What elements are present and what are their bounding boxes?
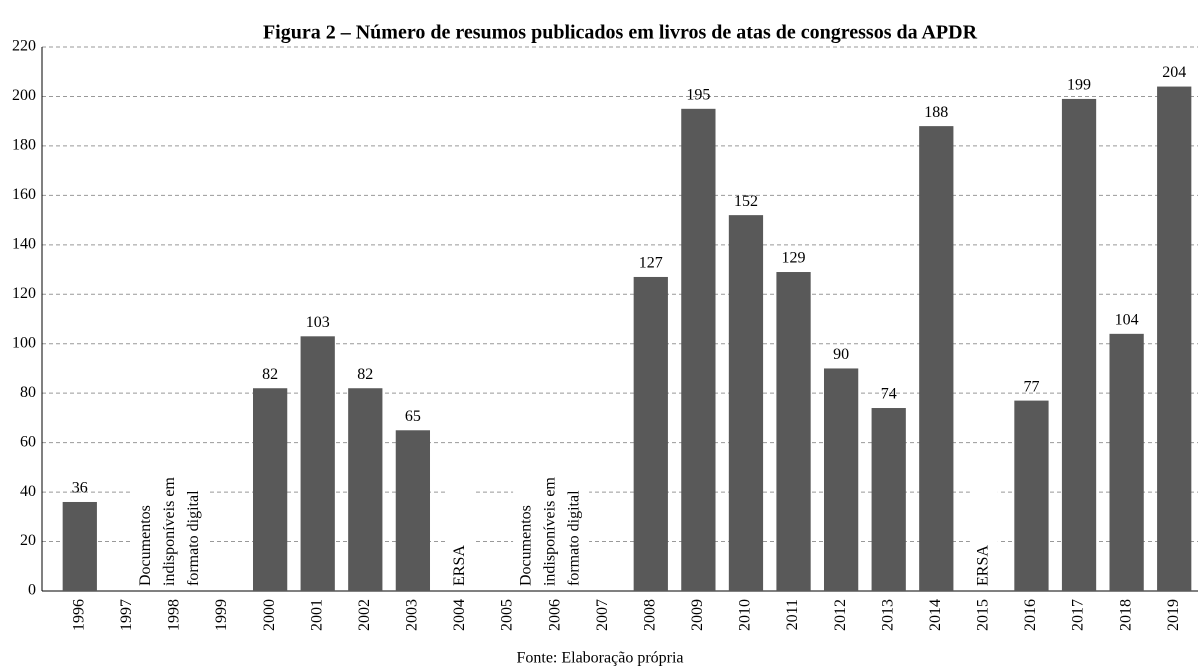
x-tick-label: 2017 bbox=[1070, 599, 1087, 631]
bar bbox=[348, 388, 383, 591]
x-tick-label: 2002 bbox=[356, 599, 373, 631]
annotation-backdrop bbox=[132, 470, 209, 589]
annotation: formato digital bbox=[185, 490, 202, 586]
x-tick-label: 1997 bbox=[118, 599, 135, 631]
x-tick-label: 2016 bbox=[1022, 599, 1039, 631]
x-tick-label: 1996 bbox=[70, 599, 87, 631]
annotation-backdrop bbox=[446, 470, 475, 589]
y-tick-label: 20 bbox=[20, 532, 36, 549]
x-tick-label: 2018 bbox=[1117, 599, 1134, 631]
annotation-backdrop bbox=[969, 470, 998, 589]
x-tick-label: 2008 bbox=[641, 599, 658, 631]
bar bbox=[633, 276, 668, 591]
y-tick-label: 140 bbox=[12, 235, 36, 252]
value-label: 103 bbox=[306, 314, 330, 331]
x-tick-label: 2007 bbox=[594, 599, 611, 631]
x-tick-label: 2014 bbox=[927, 599, 944, 631]
x-tick-label: 2015 bbox=[975, 599, 992, 631]
value-label: 82 bbox=[262, 366, 278, 383]
y-tick-label: 100 bbox=[12, 334, 36, 351]
annotation: ERSA bbox=[975, 545, 992, 586]
x-tick-label: 2019 bbox=[1165, 599, 1182, 631]
x-tick-label: 1999 bbox=[213, 599, 230, 631]
value-label: 82 bbox=[357, 366, 373, 383]
x-tick-label: 2003 bbox=[404, 599, 421, 631]
x-tick-label: 2004 bbox=[451, 599, 468, 631]
x-tick-label: 2012 bbox=[832, 599, 849, 631]
bar bbox=[1109, 333, 1144, 591]
value-label: 199 bbox=[1067, 77, 1091, 94]
chart-title: Figura 2 – Número de resumos publicados … bbox=[263, 22, 978, 44]
bar bbox=[871, 408, 906, 591]
annotation-backdrop bbox=[513, 470, 590, 589]
source: Fonte: Elaboração própria bbox=[516, 650, 683, 667]
annotation: indisponíveis em bbox=[161, 477, 178, 586]
value-label: 152 bbox=[734, 193, 758, 210]
x-tick-label: 2010 bbox=[737, 599, 754, 631]
y-tick-label: 80 bbox=[20, 384, 36, 401]
value-label: 74 bbox=[881, 386, 897, 403]
x-tick-label: 2009 bbox=[689, 599, 706, 631]
annotation: ERSA bbox=[451, 545, 468, 586]
bar bbox=[776, 272, 811, 591]
bar bbox=[823, 368, 859, 591]
annotation: formato digital bbox=[566, 490, 583, 586]
bar bbox=[681, 108, 716, 592]
x-tick-label: 2006 bbox=[546, 599, 563, 631]
bar bbox=[1061, 98, 1097, 591]
value-label: 77 bbox=[1023, 378, 1039, 395]
bar bbox=[919, 126, 954, 592]
x-tick-label: 2000 bbox=[261, 599, 278, 631]
x-tick-label: 2013 bbox=[879, 599, 896, 631]
y-tick-label: 160 bbox=[12, 186, 36, 203]
x-tick-label: 2005 bbox=[499, 599, 516, 631]
value-label: 90 bbox=[833, 346, 849, 363]
y-tick-label: 40 bbox=[20, 483, 36, 500]
value-label: 129 bbox=[782, 250, 806, 267]
annotation: Documentos bbox=[137, 505, 154, 586]
bar bbox=[395, 430, 431, 591]
y-tick-label: 200 bbox=[12, 87, 36, 104]
annotation: Documentos bbox=[518, 505, 535, 586]
value-label: 204 bbox=[1162, 64, 1186, 81]
bar bbox=[300, 336, 335, 591]
x-tick-label: 2011 bbox=[784, 599, 801, 630]
bar bbox=[62, 501, 97, 591]
value-label: 36 bbox=[72, 480, 88, 497]
bar bbox=[1157, 86, 1192, 592]
bar bbox=[1014, 400, 1049, 591]
y-tick-label: 60 bbox=[20, 433, 36, 450]
x-tick-label: 1998 bbox=[166, 599, 183, 631]
bar bbox=[728, 215, 764, 592]
y-tick-label: 220 bbox=[12, 38, 36, 55]
value-label: 188 bbox=[924, 104, 948, 121]
value-label: 127 bbox=[639, 255, 663, 272]
y-tick-label: 0 bbox=[28, 582, 36, 599]
value-label: 104 bbox=[1115, 312, 1139, 329]
value-label: 65 bbox=[405, 408, 421, 425]
annotation: indisponíveis em bbox=[542, 477, 559, 586]
x-tick-label: 2001 bbox=[308, 599, 325, 631]
y-tick-label: 120 bbox=[12, 285, 36, 302]
bar bbox=[252, 388, 288, 591]
value-label: 195 bbox=[686, 86, 710, 103]
y-tick-label: 180 bbox=[12, 137, 36, 154]
